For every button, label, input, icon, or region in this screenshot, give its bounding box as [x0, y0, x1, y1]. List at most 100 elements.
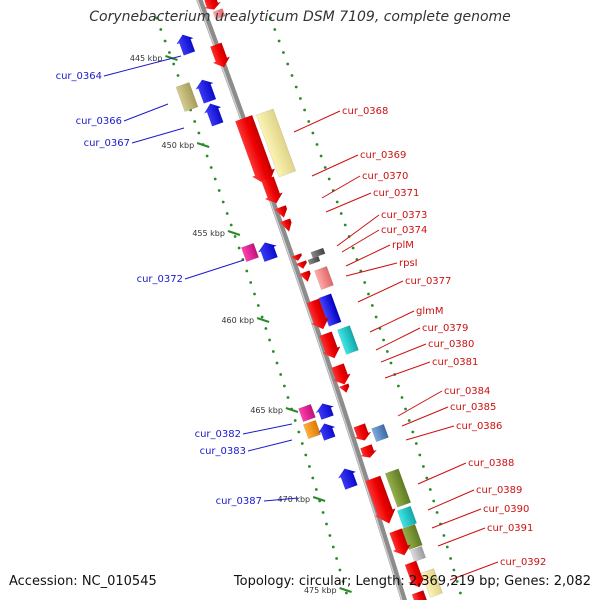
- gene-box: [303, 419, 321, 440]
- label-leader: [242, 423, 293, 435]
- gene-label-reverse: rplM: [392, 240, 414, 251]
- gene-label-reverse: cur_0379: [422, 323, 468, 334]
- ruler-tick: [256, 317, 270, 323]
- gene-box: [371, 423, 389, 443]
- gene-box: [255, 108, 297, 178]
- label-leader: [369, 310, 415, 333]
- gene-box: [175, 82, 199, 112]
- gene-label-forward: cur_0372: [137, 274, 183, 285]
- ruler-label: 460 kbp: [221, 316, 254, 325]
- gene-arrow: [319, 331, 341, 359]
- label-leader: [247, 439, 293, 452]
- ruler-label: 445 kbp: [130, 54, 163, 63]
- ruler-label: 470 kbp: [278, 495, 311, 504]
- gene-label-reverse: cur_0381: [432, 357, 478, 368]
- gene-arrow: [359, 444, 377, 458]
- ruler-tick: [196, 142, 210, 148]
- label-leader: [417, 462, 467, 485]
- label-leader: [131, 127, 185, 144]
- gene-box: [241, 242, 259, 263]
- label-leader: [384, 361, 431, 379]
- gene-arrow: [210, 42, 230, 68]
- ruler-tick: [312, 496, 326, 502]
- label-leader: [336, 214, 380, 247]
- gene-label-forward: cur_0387: [216, 496, 262, 507]
- gene-arrow: [257, 242, 278, 262]
- gene-label-forward: cur_0366: [76, 116, 122, 127]
- accession-label: Accession: NC_010545: [9, 574, 157, 589]
- gene-arrow: [365, 475, 396, 524]
- label-leader: [380, 343, 427, 363]
- gene-label-forward: cur_0364: [56, 71, 102, 82]
- gene-arrow: [331, 363, 351, 385]
- ruler-label: 450 kbp: [162, 141, 195, 150]
- gene-label-reverse: cur_0373: [381, 210, 427, 221]
- gene-label-forward: cur_0367: [84, 138, 130, 149]
- gene-label-reverse: cur_0390: [483, 504, 529, 515]
- label-leader: [427, 489, 475, 511]
- gene-box: [397, 505, 417, 529]
- gene-box: [384, 468, 412, 508]
- label-leader: [263, 497, 299, 502]
- gene-arrow: [353, 423, 372, 441]
- backbone-highlight: [196, 0, 403, 600]
- label-leader: [357, 280, 404, 303]
- map-title: Corynebacterium urealyticum DSM 7109, co…: [89, 9, 511, 25]
- gene-label-reverse: cur_0391: [487, 523, 533, 534]
- gene-arrow: [279, 218, 292, 232]
- label-leader: [123, 103, 169, 122]
- gene-arrow: [195, 79, 217, 104]
- label-leader: [325, 192, 372, 213]
- gene-arrow: [318, 423, 336, 441]
- gene-box: [307, 255, 321, 266]
- gene-arrow: [204, 103, 224, 127]
- label-leader: [437, 527, 486, 547]
- gene-arrow: [176, 34, 196, 56]
- gene-arrow: [315, 403, 334, 420]
- gene-label-reverse: cur_0371: [373, 188, 419, 199]
- gene-box: [298, 403, 316, 423]
- gene-arrow: [274, 205, 288, 218]
- label-leader: [449, 561, 499, 581]
- ruler-label: 455 kbp: [192, 229, 225, 238]
- gene-arrow: [295, 260, 307, 269]
- genome-backbone: [196, 0, 407, 600]
- gene-label-reverse: rpsI: [399, 258, 418, 269]
- gene-arrow: [290, 253, 302, 261]
- gene-label-forward: cur_0382: [195, 429, 241, 440]
- gene-label-reverse: cur_0368: [342, 106, 388, 117]
- gene-arrow: [306, 298, 329, 330]
- gene-label-reverse: cur_0380: [428, 339, 474, 350]
- gene-label-reverse: cur_0369: [360, 150, 406, 161]
- gene-box: [337, 325, 359, 355]
- label-leader: [341, 229, 380, 253]
- gene-label-reverse: cur_0388: [468, 458, 514, 469]
- gene-label-reverse: cur_0386: [456, 421, 502, 432]
- gene-box: [314, 266, 334, 290]
- label-leader: [103, 55, 182, 77]
- gene-label-reverse: cur_0384: [444, 386, 490, 397]
- genome-track: 445 kbp 450 kbp 455 kbp 460 kbp 465 kbp 470 k…: [56, 0, 546, 600]
- gene-label-reverse: cur_0377: [405, 276, 451, 287]
- ruler-tick: [285, 407, 299, 413]
- gene-box: [212, 8, 226, 20]
- ruler-dots-outer: [269, 16, 462, 595]
- ruler-label: 465 kbp: [250, 406, 283, 415]
- gene-box: [310, 247, 326, 259]
- gene-box: [411, 590, 429, 600]
- label-leader: [311, 154, 359, 177]
- gene-arrow: [404, 560, 426, 588]
- gene-arrow: [338, 383, 350, 393]
- gene-box: [409, 545, 427, 563]
- genome-summary: Topology: circular; Length: 2,369,219 bp…: [233, 574, 591, 589]
- gene-label-reverse: cur_0389: [476, 485, 522, 496]
- label-leader: [375, 327, 421, 351]
- gene-label-forward: cur_0383: [200, 446, 246, 457]
- label-leader: [431, 508, 482, 529]
- label-leader: [345, 262, 398, 277]
- ruler-tick: [339, 587, 352, 593]
- gene-arrow: [261, 176, 283, 204]
- gene-arrow: [299, 270, 311, 282]
- label-leader: [321, 175, 361, 199]
